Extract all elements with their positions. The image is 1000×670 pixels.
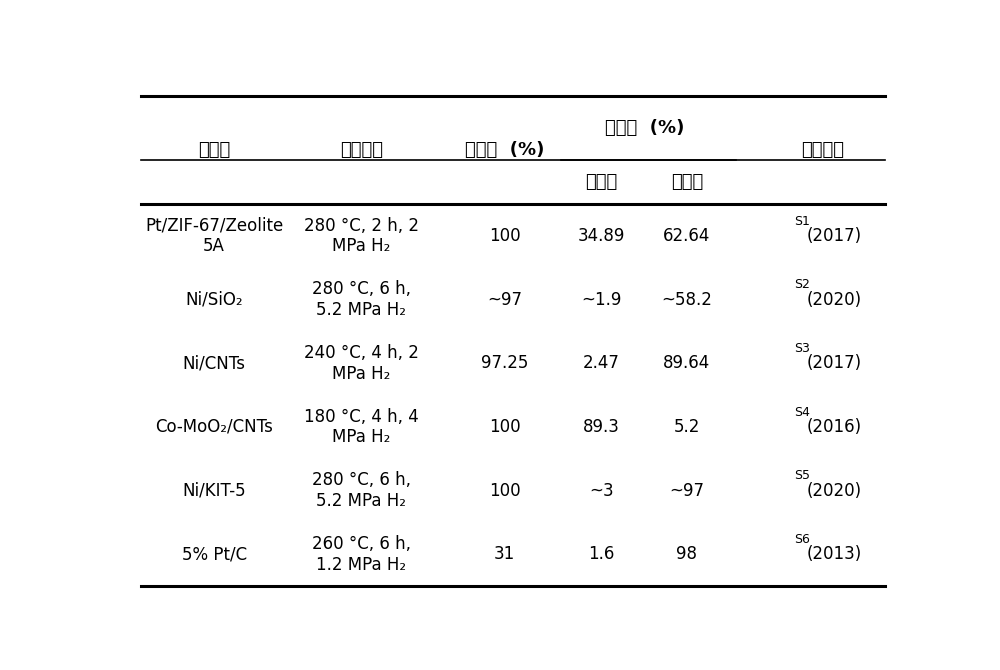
Text: S2: S2 (795, 279, 810, 291)
Text: 催化剂: 催化剂 (198, 141, 230, 159)
Text: Co-MoO₂/CNTs: Co-MoO₂/CNTs (155, 418, 273, 436)
Text: 100: 100 (489, 482, 521, 500)
Text: (2013): (2013) (806, 545, 861, 563)
Text: 5% Pt/C: 5% Pt/C (182, 545, 247, 563)
Text: ~58.2: ~58.2 (661, 291, 712, 309)
Text: 89.3: 89.3 (583, 418, 620, 436)
Text: (2016): (2016) (806, 418, 861, 436)
Text: 选择性  (%): 选择性 (%) (605, 119, 684, 137)
Text: (2017): (2017) (806, 354, 861, 373)
Text: S4: S4 (795, 405, 810, 419)
Text: 280 °C, 2 h, 2
MPa H₂: 280 °C, 2 h, 2 MPa H₂ (304, 216, 419, 255)
Text: 转化率  (%): 转化率 (%) (465, 141, 544, 159)
Text: Pt/ZIF-67/Zeolite
5A: Pt/ZIF-67/Zeolite 5A (145, 216, 283, 255)
Text: 97.25: 97.25 (481, 354, 528, 373)
Text: 260 °C, 6 h,
1.2 MPa H₂: 260 °C, 6 h, 1.2 MPa H₂ (312, 535, 411, 574)
Text: S6: S6 (795, 533, 810, 546)
Text: 5.2: 5.2 (674, 418, 700, 436)
Text: 31: 31 (494, 545, 515, 563)
Text: 240 °C, 4 h, 2
MPa H₂: 240 °C, 4 h, 2 MPa H₂ (304, 344, 419, 383)
Text: 参考文献: 参考文献 (801, 141, 844, 159)
Text: (2020): (2020) (806, 291, 861, 309)
Text: ~3: ~3 (589, 482, 614, 500)
Text: 1.6: 1.6 (588, 545, 615, 563)
Text: Ni/KIT-5: Ni/KIT-5 (182, 482, 246, 500)
Text: 62.64: 62.64 (663, 227, 711, 245)
Text: Ni/SiO₂: Ni/SiO₂ (185, 291, 243, 309)
Text: ~97: ~97 (487, 291, 522, 309)
Text: (2017): (2017) (806, 227, 861, 245)
Text: 2.47: 2.47 (583, 354, 620, 373)
Text: 反应条件: 反应条件 (340, 141, 383, 159)
Text: Ni/CNTs: Ni/CNTs (183, 354, 246, 373)
Text: ~97: ~97 (669, 482, 704, 500)
Text: (2020): (2020) (806, 482, 861, 500)
Text: S5: S5 (795, 469, 811, 482)
Text: 34.89: 34.89 (578, 227, 625, 245)
Text: S3: S3 (795, 342, 810, 355)
Text: 280 °C, 6 h,
5.2 MPa H₂: 280 °C, 6 h, 5.2 MPa H₂ (312, 471, 411, 510)
Text: 180 °C, 4 h, 4
MPa H₂: 180 °C, 4 h, 4 MPa H₂ (304, 407, 419, 446)
Text: 十五烷: 十五烷 (671, 174, 703, 192)
Text: 100: 100 (489, 418, 521, 436)
Text: S1: S1 (795, 215, 810, 228)
Text: 98: 98 (676, 545, 697, 563)
Text: 100: 100 (489, 227, 521, 245)
Text: 89.64: 89.64 (663, 354, 710, 373)
Text: 十六烷: 十六烷 (586, 174, 618, 192)
Text: ~1.9: ~1.9 (581, 291, 622, 309)
Text: 280 °C, 6 h,
5.2 MPa H₂: 280 °C, 6 h, 5.2 MPa H₂ (312, 280, 411, 319)
